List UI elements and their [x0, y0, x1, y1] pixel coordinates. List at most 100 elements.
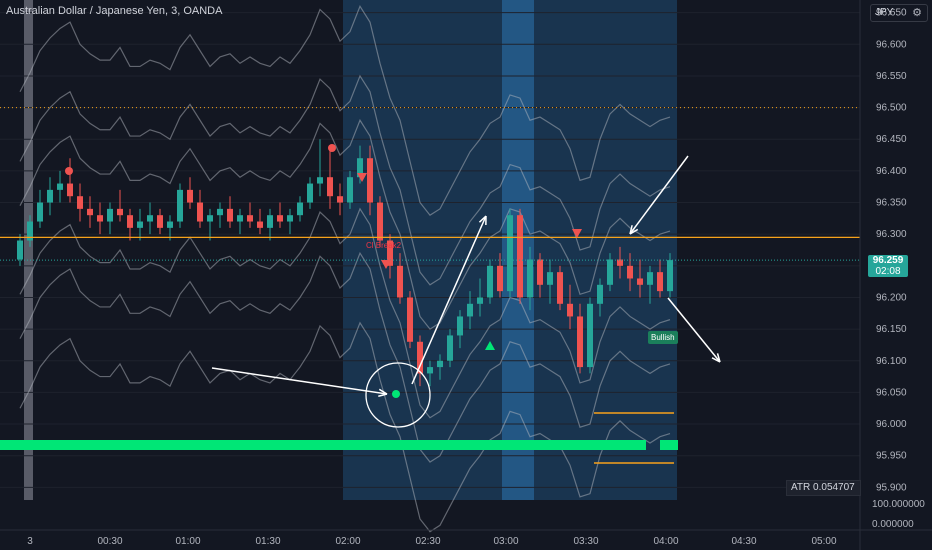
y-tick-label: 96.200: [876, 292, 907, 303]
candle-body: [317, 177, 323, 184]
chart-title: Australian Dollar / Japanese Yen, 3, OAN…: [6, 5, 223, 17]
candle-body: [557, 272, 563, 304]
sell-marker: [572, 229, 582, 238]
candle-body: [657, 272, 663, 292]
envelope-upper: [19, 74, 671, 286]
candle-body: [537, 259, 543, 285]
buy-marker: [485, 341, 495, 350]
candle-body: [467, 303, 473, 317]
envelope-upper: [19, 118, 671, 330]
signal-dot: [392, 390, 400, 398]
vertical-marker: [24, 0, 33, 500]
candle-body: [17, 240, 23, 260]
annotation-arrow: [211, 367, 388, 395]
candle-body: [97, 215, 103, 222]
candle-body: [237, 215, 243, 222]
candle-body: [87, 208, 93, 216]
candle-body: [197, 202, 203, 222]
candle-body: [647, 272, 653, 285]
annotation-arrow: [629, 155, 689, 235]
candle-body: [437, 360, 443, 368]
currency-selector[interactable]: JPY ⚙: [870, 4, 928, 22]
x-tick-label: 04:30: [731, 536, 756, 547]
candle-body: [527, 259, 533, 298]
annotation-arrow: [411, 215, 487, 385]
x-tick-label: 01:00: [175, 536, 200, 547]
y-tick-label: 96.650: [876, 8, 907, 19]
lower-axis-label: 100.000000: [872, 499, 925, 510]
y-tick-label: 96.100: [876, 356, 907, 367]
candle-body: [447, 335, 453, 361]
candle-body: [637, 278, 643, 285]
candle-body: [337, 196, 343, 203]
candle-body: [457, 316, 463, 336]
signal-dot: [65, 167, 73, 175]
x-tick-label: 05:00: [811, 536, 836, 547]
lower-axis-label: 0.000000: [872, 519, 914, 530]
y-tick-label: 95.950: [876, 451, 907, 462]
y-tick-label: 96.150: [876, 324, 907, 335]
candle-body: [217, 208, 223, 216]
envelope-lower: [19, 207, 671, 419]
candle-body: [627, 265, 633, 279]
annotation-arrow-head: [711, 353, 721, 363]
candle-body: [207, 215, 213, 222]
candle-body: [417, 341, 423, 374]
volume-profile-bar-end: [660, 440, 678, 450]
candle-body: [547, 272, 553, 285]
x-tick-label: 3: [27, 536, 33, 547]
candle-body: [497, 265, 503, 292]
candle-body: [567, 303, 573, 317]
cl-break-label: Cl Break2: [366, 241, 402, 250]
candle-body: [147, 215, 153, 222]
candle-body: [187, 189, 193, 203]
candle-body: [347, 177, 353, 203]
annotation-arrow-head: [629, 225, 639, 235]
x-tick-label: 03:00: [493, 536, 518, 547]
atr-indicator[interactable]: ATR 0.054707: [786, 480, 861, 496]
candle-body: [277, 215, 283, 222]
candle-body: [37, 202, 43, 222]
sell-marker: [357, 173, 367, 182]
envelope-upper: [19, 5, 671, 216]
x-tick-label: 03:30: [573, 536, 598, 547]
candle-body: [297, 202, 303, 216]
candle-body: [387, 240, 393, 266]
annotation-circle: [365, 362, 431, 428]
candle-body: [157, 215, 163, 228]
y-tick-label: 96.350: [876, 198, 907, 209]
candle-body: [487, 265, 493, 298]
y-tick-label: 95.900: [876, 482, 907, 493]
y-tick-label: 96.050: [876, 387, 907, 398]
annotation-arrow-head: [478, 215, 487, 226]
last-price-tag: 96.259 02:08: [868, 255, 908, 277]
candle-body: [397, 265, 403, 298]
candle-body: [177, 189, 183, 222]
bar-countdown: 02:08: [875, 266, 901, 277]
x-tick-label: 01:30: [255, 536, 280, 547]
candle-body: [77, 196, 83, 209]
candle-body: [287, 215, 293, 222]
candle-body: [357, 158, 363, 178]
y-tick-label: 96.000: [876, 419, 907, 430]
last-price-value: 96.259: [872, 255, 904, 266]
candle-body: [247, 215, 253, 222]
annotation-arrow-head: [378, 388, 388, 397]
envelope-lower: [19, 251, 671, 463]
candle-body: [327, 177, 333, 197]
candle-body: [597, 284, 603, 304]
signal-dot: [328, 144, 336, 152]
candle-body: [137, 221, 143, 228]
candle-body: [127, 215, 133, 228]
gear-icon[interactable]: ⚙: [912, 7, 922, 19]
candle-body: [377, 202, 383, 241]
candle-body: [307, 183, 313, 203]
currency-label: JPY: [875, 7, 894, 18]
candle-body: [427, 367, 433, 374]
candle-body: [257, 221, 263, 228]
candle-body: [107, 208, 113, 222]
x-tick-label: 00:30: [97, 536, 122, 547]
annotation-arrow: [667, 297, 721, 363]
candle-body: [47, 189, 53, 203]
